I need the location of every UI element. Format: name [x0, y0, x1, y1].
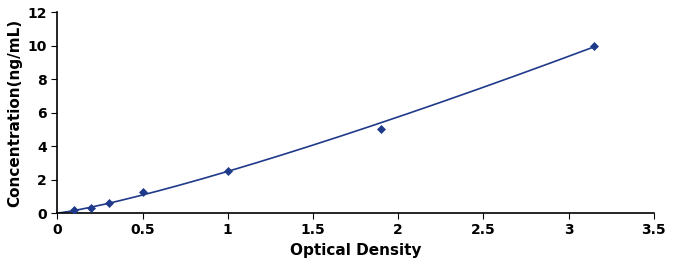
Y-axis label: Concentration(ng/mL): Concentration(ng/mL) [7, 19, 22, 207]
X-axis label: Optical Density: Optical Density [290, 243, 421, 258]
